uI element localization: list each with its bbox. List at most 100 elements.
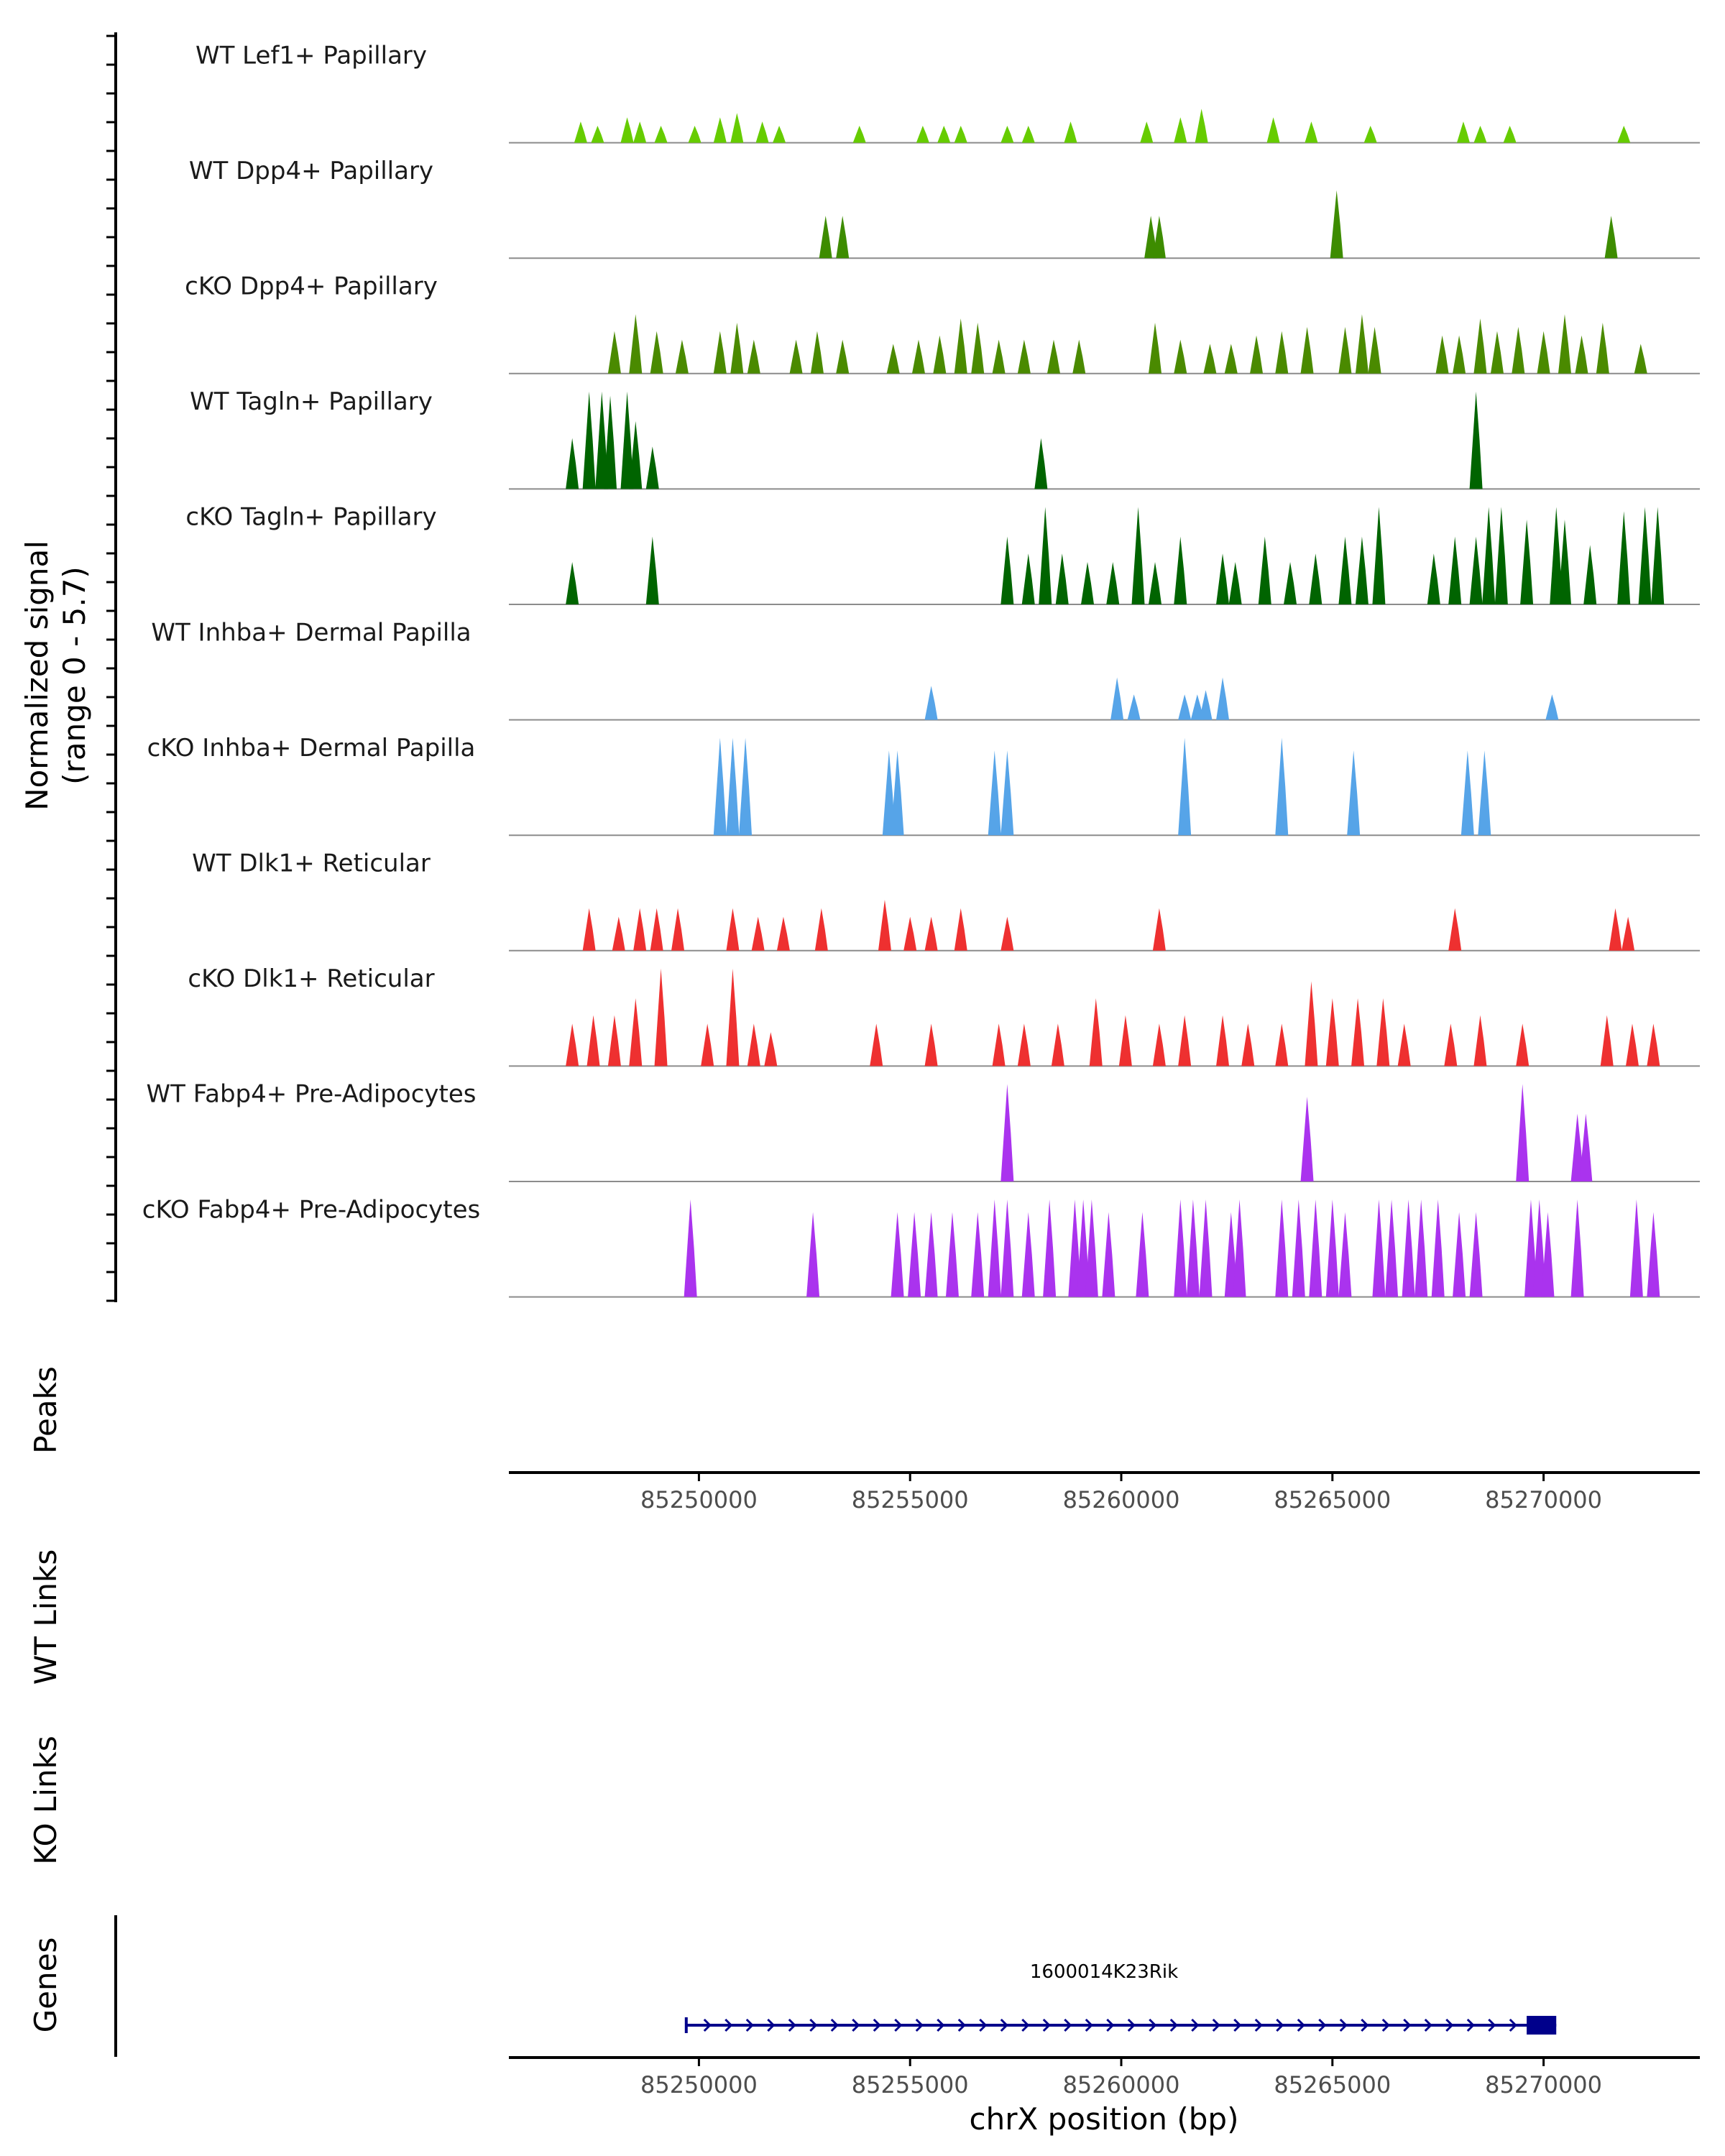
coverage-peak	[684, 1199, 697, 1297]
x-tick-label: 85260000	[1063, 2071, 1180, 2099]
coverage-peak	[620, 391, 634, 489]
coverage-peak	[591, 126, 604, 143]
coverage-peak	[1372, 507, 1386, 604]
coverage-peak	[730, 323, 744, 374]
coverage-peak	[1233, 1199, 1246, 1297]
strand-arrow	[703, 2018, 712, 2032]
coverage-peak	[1638, 507, 1652, 604]
coverage-peak	[1046, 339, 1060, 374]
coverage-peak	[924, 1212, 938, 1297]
coverage-peak	[903, 916, 917, 951]
genes-panel-label: Genes	[28, 1938, 63, 2033]
coverage-peak	[1414, 1199, 1428, 1297]
ko-links-panel-label: KO Links	[28, 1736, 63, 1865]
coverage-peak	[1478, 750, 1491, 836]
coverage-peak	[701, 1023, 714, 1067]
track-label: cKO Inhba+ Dermal Papilla	[147, 734, 476, 763]
coverage-peak	[1085, 1199, 1098, 1297]
coverage-peak	[1000, 536, 1014, 604]
coverage-peak	[1149, 562, 1162, 604]
strand-arrow	[915, 2018, 924, 2032]
coverage-peak	[1355, 314, 1368, 374]
coverage-peak	[1625, 1023, 1639, 1067]
coverage-peak	[954, 908, 967, 951]
coverage-peak	[755, 121, 769, 143]
coverage-peak	[1064, 121, 1077, 143]
coverage-peak	[1570, 1113, 1584, 1181]
coverage-peak	[1532, 1199, 1546, 1297]
coverage-peak	[1351, 998, 1365, 1067]
track-3: WT Tagln+ Papillary	[190, 387, 1700, 490]
coverage-peak	[1055, 553, 1069, 604]
coverage-peak	[1453, 1212, 1466, 1297]
track-4: cKO Tagln+ Papillary	[185, 503, 1700, 605]
coverage-peak	[595, 391, 609, 489]
coverage-peak	[675, 339, 689, 374]
coverage-peak	[739, 737, 753, 836]
coverage-peak	[1039, 507, 1052, 604]
coverage-peak	[1017, 339, 1031, 374]
coverage-peak	[1300, 1097, 1314, 1181]
strand-arrow	[1509, 2018, 1517, 2032]
coverage-peak	[1330, 190, 1343, 259]
coverage-peak	[1224, 344, 1238, 374]
coverage-peak	[1250, 335, 1264, 374]
coverage-peak	[1575, 335, 1588, 374]
coverage-peak	[1000, 126, 1014, 143]
coverage-peak	[806, 1212, 820, 1297]
coverage-peak	[1077, 1199, 1090, 1297]
x-tick-label: 85270000	[1485, 1486, 1602, 1514]
coverage-peak	[1402, 1199, 1415, 1297]
coverage-peak	[1118, 1015, 1132, 1067]
coverage-peak	[1089, 998, 1103, 1067]
coverage-peak	[1397, 1023, 1411, 1067]
strand-arrow	[830, 2018, 839, 2032]
track-8: cKO Dlk1+ Reticular	[188, 964, 1700, 1067]
coverage-peak	[1275, 1199, 1289, 1297]
coverage-peak	[1512, 326, 1525, 374]
strand-arrow	[1445, 2018, 1454, 2032]
track-7: WT Dlk1+ Reticular	[192, 849, 1700, 952]
coverage-peak	[1473, 126, 1487, 143]
coverage-peak	[1174, 536, 1187, 604]
coverage-peak	[713, 117, 727, 143]
coverage-peak	[1453, 335, 1466, 374]
peaks-panel-label: Peaks	[28, 1366, 63, 1454]
coverage-peak	[1368, 326, 1381, 374]
coverage-peak	[747, 339, 760, 374]
coverage-peak	[1102, 1212, 1116, 1297]
coverage-peak	[1347, 750, 1361, 836]
coverage-peak	[1021, 126, 1035, 143]
coverage-peak	[924, 686, 938, 720]
coverage-peak	[878, 900, 891, 951]
coverage-peak	[924, 916, 938, 951]
track-label: cKO Dlk1+ Reticular	[188, 964, 434, 993]
coverage-peak	[1284, 562, 1297, 604]
coverage-peak	[971, 323, 985, 374]
coverage-peak	[1456, 121, 1470, 143]
signal-axis	[106, 32, 117, 1302]
coverage-peak	[654, 968, 668, 1067]
coverage-peak	[1266, 117, 1280, 143]
strand-arrow	[1212, 2018, 1220, 2032]
coverage-peak	[586, 1015, 600, 1067]
coverage-peak	[1000, 1199, 1014, 1297]
wt-links-panel-label: WT Links	[28, 1549, 63, 1685]
coverage-peak	[1000, 750, 1014, 836]
strand-arrow	[1233, 2018, 1242, 2032]
coverage-peak	[911, 339, 925, 374]
track-label: WT Tagln+ Papillary	[190, 387, 433, 416]
strand-arrow	[894, 2018, 903, 2032]
track-10: cKO Fabp4+ Pre-Adipocytes	[142, 1195, 1700, 1298]
x-tick-label: 85255000	[852, 1486, 969, 1514]
track-label: cKO Tagln+ Papillary	[185, 503, 436, 532]
coverage-peak	[1174, 339, 1187, 374]
coverage-peak	[1617, 126, 1631, 143]
coverage-peak	[1363, 126, 1377, 143]
strand-arrow	[1297, 2018, 1305, 2032]
strand-arrow	[745, 2018, 754, 2032]
coverage-peak	[789, 339, 803, 374]
coverage-peak	[836, 216, 850, 259]
coverage-peak	[891, 750, 904, 836]
coverage-peak	[1490, 331, 1504, 374]
